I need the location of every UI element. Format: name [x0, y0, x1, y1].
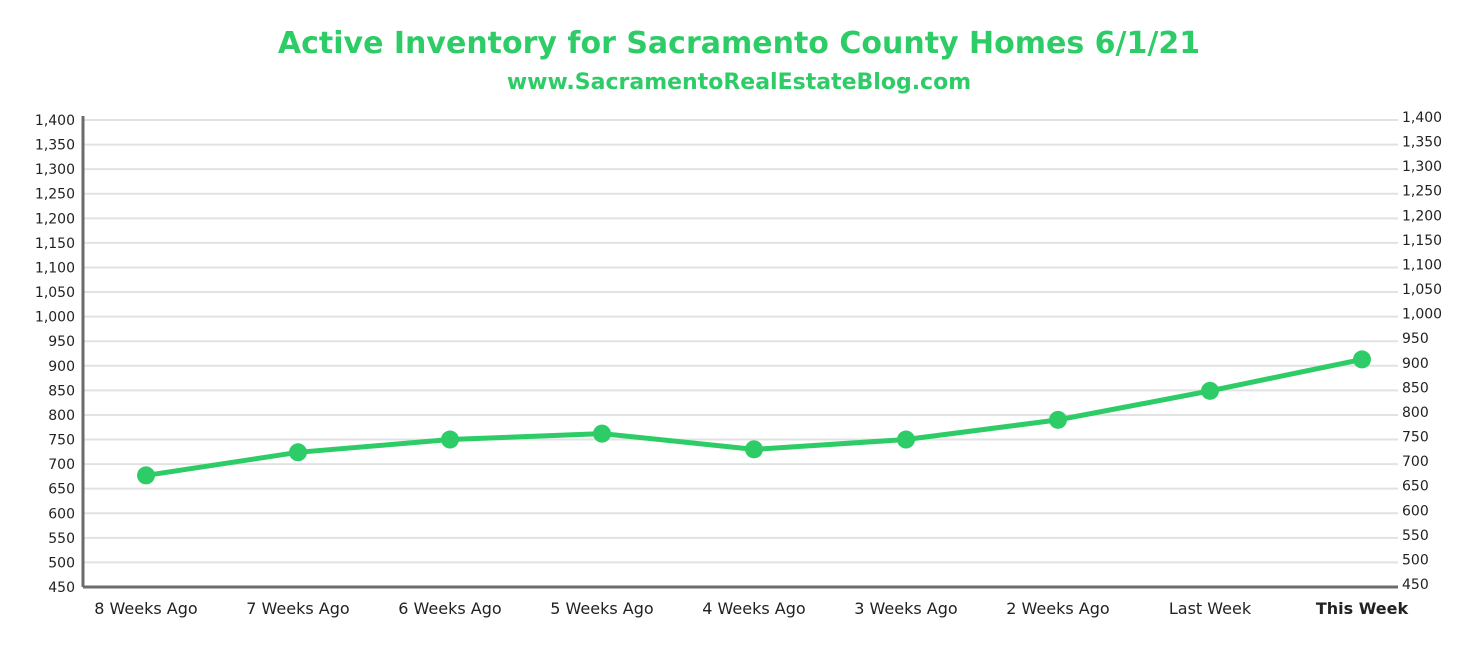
gridlines: [83, 119, 1398, 564]
y-tick-label-right: 650: [1402, 479, 1429, 495]
y-tick-label-right: 1,150: [1402, 233, 1442, 249]
data-point: [593, 424, 611, 443]
y-tick-label-left: 1,050: [35, 285, 75, 301]
y-tick-label-left: 550: [48, 531, 75, 547]
data-point: [745, 440, 763, 459]
data-point: [1353, 350, 1371, 369]
y-tick-label-right: 450: [1402, 577, 1429, 593]
axes: [81, 116, 1398, 589]
y-tick-label-left: 1,350: [35, 138, 75, 154]
y-tick-label-left: 1,000: [35, 310, 75, 326]
y-tick-label-left: 700: [48, 457, 75, 473]
y-tick-label-left: 650: [48, 482, 75, 498]
y-tick-label-right: 950: [1402, 331, 1429, 347]
series: [137, 350, 1371, 485]
x-axis: 8 Weeks Ago 7 Weeks Ago 6 Weeks Ago 5 Weeks…: [94, 599, 1408, 618]
data-point: [897, 430, 915, 449]
x-tick-label: 2 Weeks Ago: [1006, 599, 1109, 618]
x-tick-label: 4 Weeks Ago: [702, 599, 805, 618]
y-tick-label-right: 1,100: [1402, 257, 1442, 273]
y-tick-label-left: 1,300: [35, 162, 75, 178]
x-tick-label: 5 Weeks Ago: [550, 599, 653, 618]
y-axis-left: 450 500 550 600 650 700 750 800 850 900 950 1,000 1,…: [35, 113, 75, 596]
y-tick-label-left: 1,200: [35, 211, 75, 227]
y-tick-label-left: 500: [48, 555, 75, 571]
x-tick-label: 6 Weeks Ago: [398, 599, 501, 618]
y-axis-right: 450 500 550 600 650 700 750 800 850 900 950 1,000 1,…: [1402, 110, 1442, 593]
y-tick-label-left: 950: [48, 334, 75, 350]
y-tick-label-right: 1,050: [1402, 282, 1442, 298]
y-tick-label-right: 850: [1402, 380, 1429, 396]
chart-subtitle: www.SacramentoRealEstateBlog.com: [506, 70, 972, 95]
y-tick-label-right: 800: [1402, 405, 1429, 421]
y-tick-label-right: 550: [1402, 528, 1429, 544]
y-tick-label-right: 1,400: [1402, 110, 1442, 126]
y-tick-label-left: 450: [48, 580, 75, 596]
chart-title: Active Inventory for Sacramento County H…: [277, 26, 1201, 61]
y-tick-label-right: 1,250: [1402, 184, 1442, 200]
y-tick-label-left: 850: [48, 383, 75, 399]
y-tick-label-left: 900: [48, 359, 75, 375]
y-tick-label-left: 800: [48, 408, 75, 424]
data-point: [1201, 381, 1219, 400]
y-tick-label-right: 900: [1402, 356, 1429, 372]
y-tick-label-left: 750: [48, 433, 75, 449]
y-tick-label-left: 1,100: [35, 260, 75, 276]
y-tick-label-right: 1,350: [1402, 135, 1442, 151]
x-tick-label: This Week: [1316, 599, 1409, 618]
data-point: [137, 466, 155, 485]
y-tick-label-left: 1,250: [35, 187, 75, 203]
y-tick-label-left: 1,150: [35, 236, 75, 252]
x-tick-label: 3 Weeks Ago: [854, 599, 957, 618]
y-tick-label-right: 1,300: [1402, 159, 1442, 175]
x-tick-label: Last Week: [1169, 599, 1252, 618]
y-tick-label-right: 500: [1402, 552, 1429, 568]
data-point: [289, 443, 307, 462]
x-tick-label: 7 Weeks Ago: [246, 599, 349, 618]
y-tick-label-right: 750: [1402, 430, 1429, 446]
y-tick-label-right: 1,200: [1402, 208, 1442, 224]
y-tick-label-right: 700: [1402, 454, 1429, 470]
y-tick-label-right: 600: [1402, 503, 1429, 519]
y-tick-label-left: 600: [48, 506, 75, 522]
y-tick-label-left: 1,400: [35, 113, 75, 129]
y-tick-label-right: 1,000: [1402, 307, 1442, 323]
data-point: [441, 430, 459, 449]
x-tick-label: 8 Weeks Ago: [94, 599, 197, 618]
data-point: [1049, 410, 1067, 429]
